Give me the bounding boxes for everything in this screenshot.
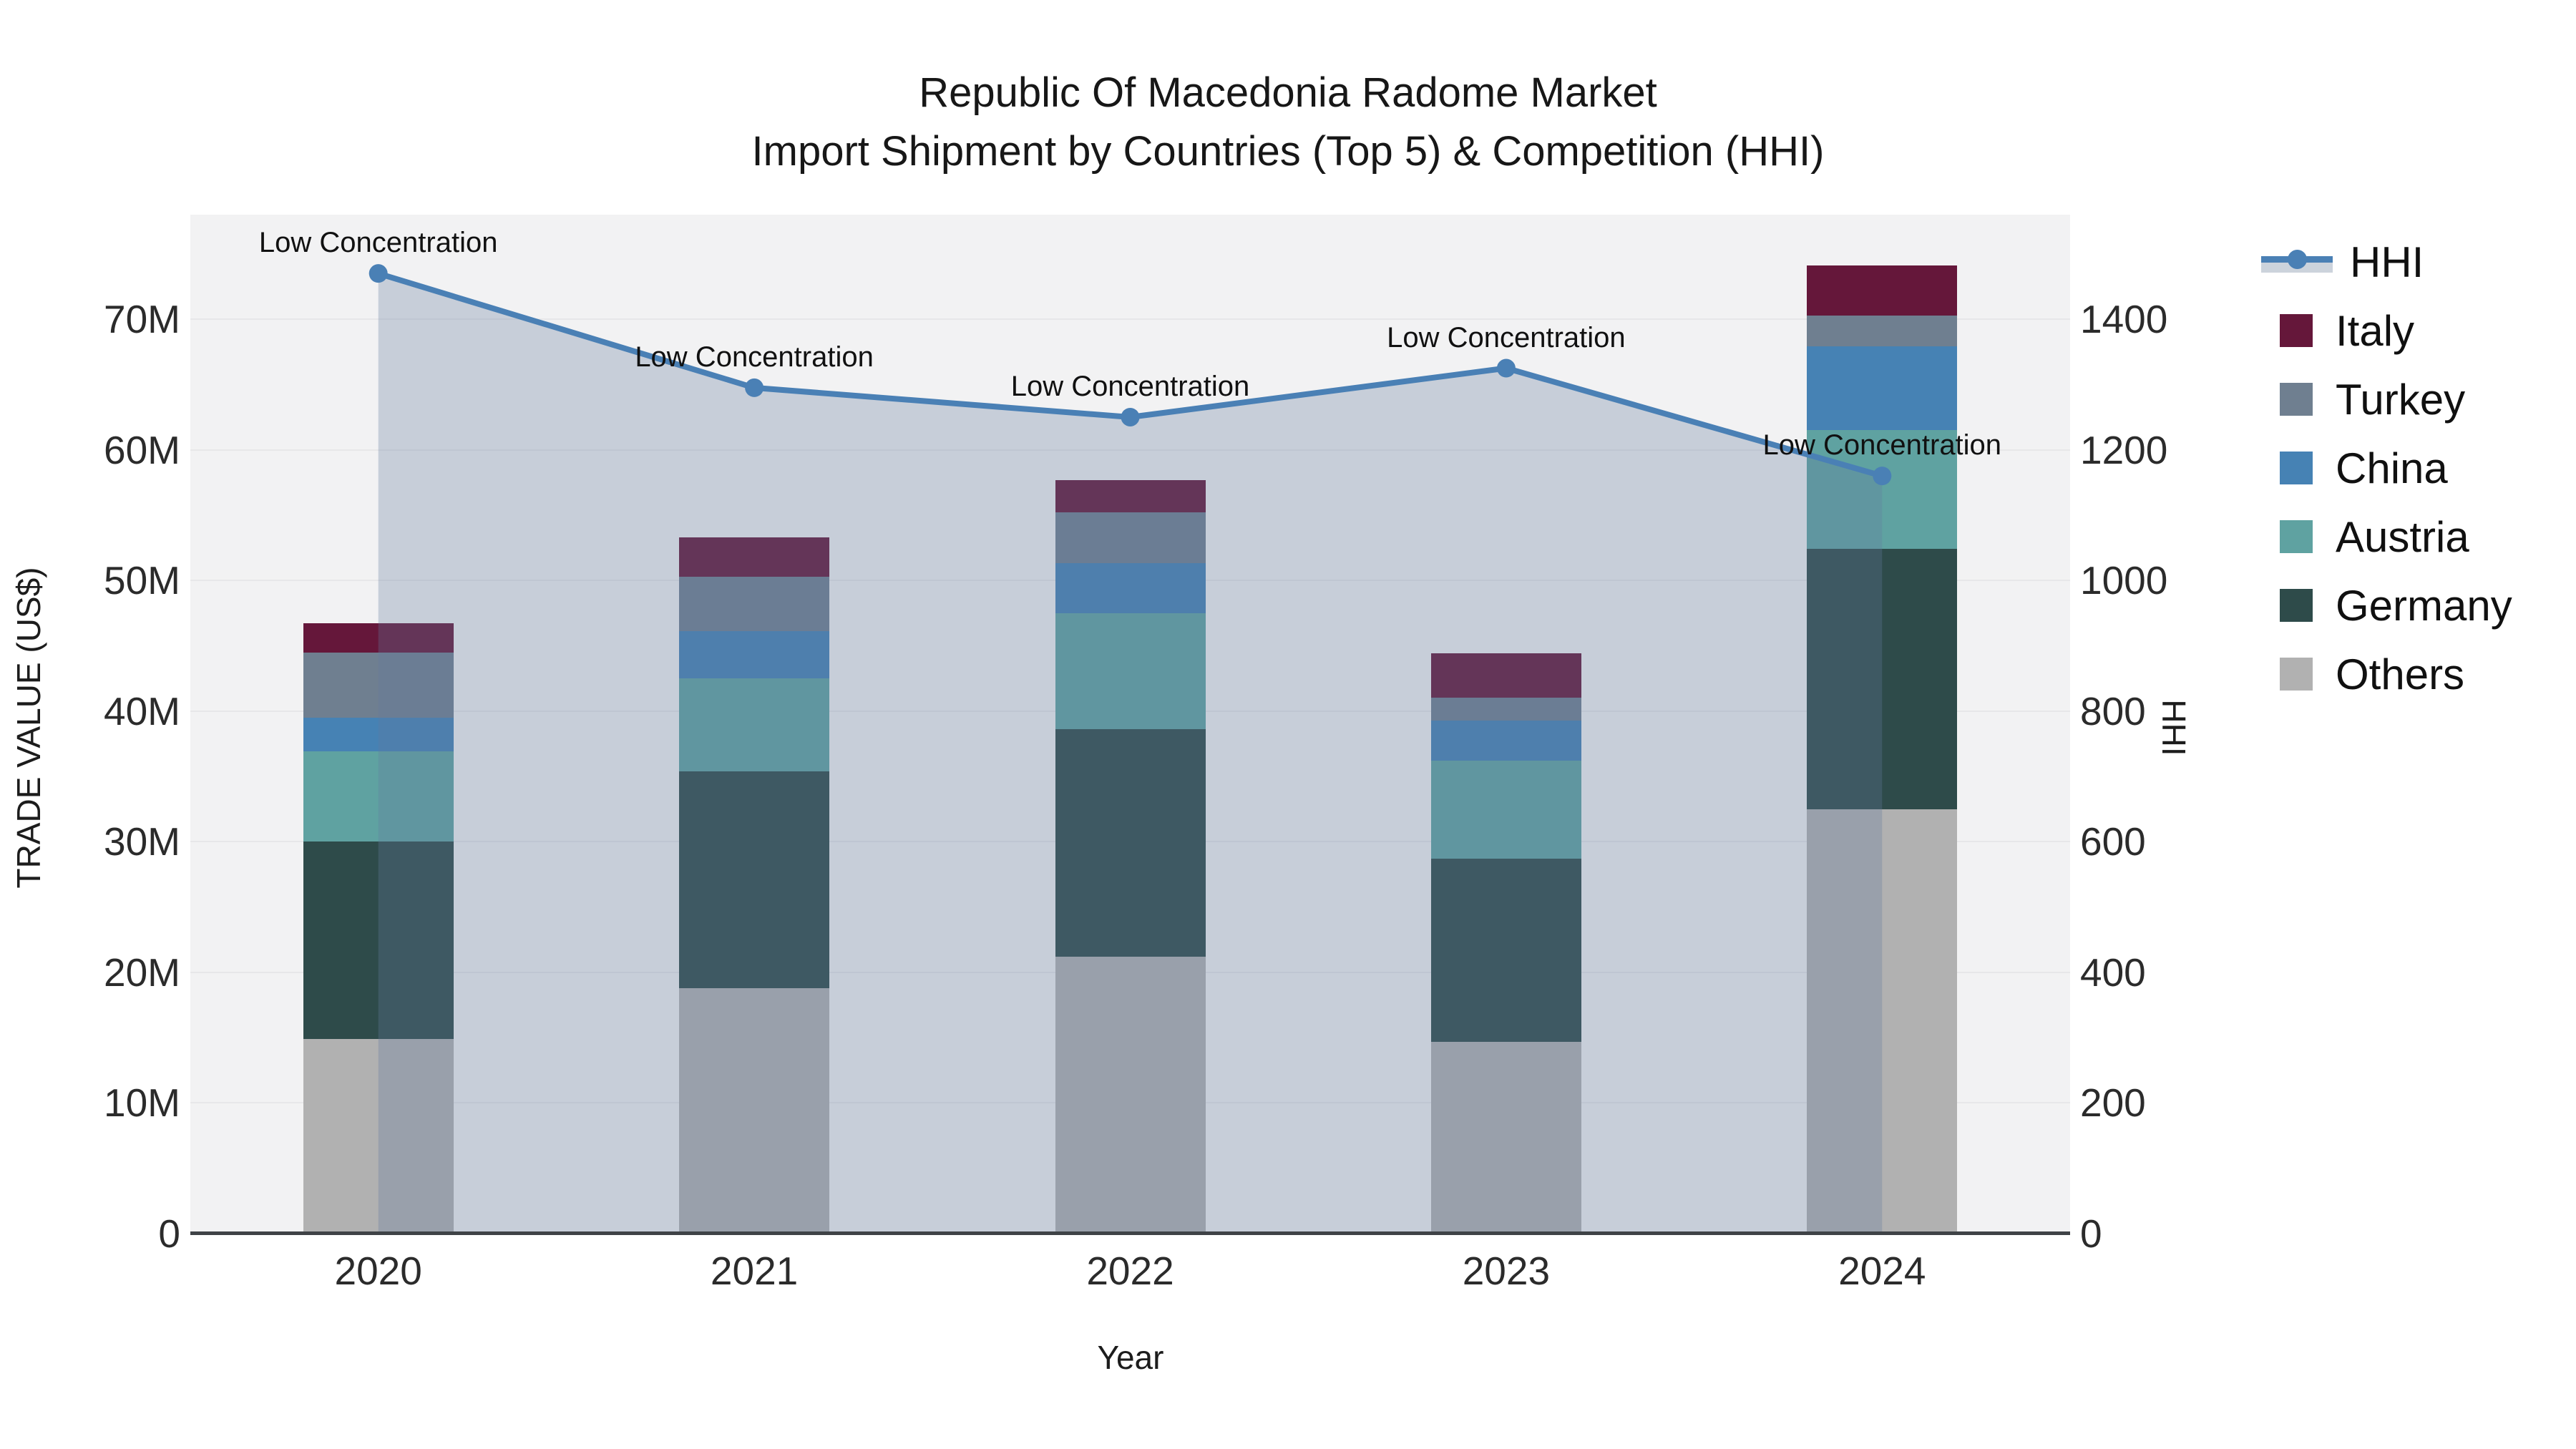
hhi-line-icon	[2261, 250, 2333, 274]
bar-segment-turkey-2021	[679, 576, 830, 632]
bar-segment-china-2021	[679, 631, 830, 679]
y-tick-left-70M: 70M	[104, 297, 180, 342]
bar-segment-germany-2022	[1055, 729, 1206, 957]
bar-segment-austria-2022	[1055, 613, 1206, 730]
y-tick-right-1400: 1400	[2080, 297, 2168, 342]
bar-segment-others-2022	[1055, 956, 1206, 1234]
bar-segment-china-2022	[1055, 563, 1206, 613]
y-tick-left-60M: 60M	[104, 427, 180, 472]
legend-item-hhi[interactable]: HHI	[2261, 228, 2512, 296]
legend-item-turkey[interactable]: Turkey	[2261, 365, 2512, 434]
bar-segment-china-2020	[303, 717, 454, 752]
legend-label-italy: Italy	[2336, 306, 2415, 355]
bar-segment-austria-2021	[679, 678, 830, 771]
gridline-60M	[190, 449, 2070, 451]
bar-segment-austria-2020	[303, 751, 454, 842]
bar-segment-italy-2021	[679, 537, 830, 577]
hhi-marker-2024	[1873, 467, 1892, 486]
x-axis-title: Year	[1097, 1339, 1164, 1376]
legend-item-germany[interactable]: Germany	[2261, 571, 2512, 640]
y-tick-left-10M: 10M	[104, 1080, 180, 1126]
bar-segment-china-2024	[1807, 346, 1958, 431]
bar-segment-germany-2024	[1807, 549, 1958, 809]
x-tick-2023: 2023	[1462, 1249, 1551, 1293]
hhi-marker-2021	[745, 378, 764, 397]
annotation-2021: Low Concentration	[635, 341, 874, 373]
bar-segment-others-2023	[1430, 1041, 1581, 1234]
bar-segment-germany-2020	[303, 841, 454, 1039]
x-tick-2020: 2020	[334, 1249, 422, 1293]
legend-label-hhi: HHI	[2350, 238, 2424, 286]
legend-swatch-china	[2280, 452, 2313, 484]
legend: HHI Italy Turkey China Austria Germany Others	[2261, 228, 2512, 708]
annotation-2020: Low Concentration	[258, 227, 498, 259]
bar-segment-turkey-2022	[1055, 512, 1206, 564]
hhi-marker-icon	[2288, 250, 2307, 269]
bar-segment-italy-2022	[1055, 479, 1206, 513]
chart-title: Republic Of Macedonia Radome Market	[919, 69, 1657, 116]
y-tick-left-40M: 40M	[104, 688, 180, 733]
legend-label-china: China	[2336, 444, 2448, 492]
legend-item-china[interactable]: China	[2261, 434, 2512, 502]
y-tick-right-600: 600	[2080, 819, 2146, 864]
legend-item-italy[interactable]: Italy	[2261, 296, 2512, 365]
x-tick-2022: 2022	[1086, 1249, 1174, 1293]
bar-segment-turkey-2024	[1807, 315, 1958, 347]
annotation-2022: Low Concentration	[1010, 370, 1250, 402]
y-tick-right-200: 200	[2080, 1080, 2146, 1126]
x-tick-2024: 2024	[1838, 1249, 1926, 1293]
chart-subtitle: Import Shipment by Countries (Top 5) & C…	[751, 128, 1825, 175]
bar-segment-italy-2024	[1807, 265, 1958, 316]
y-tick-right-1200: 1200	[2080, 427, 2168, 472]
legend-label-germany: Germany	[2336, 581, 2512, 630]
bar-segment-austria-2023	[1430, 761, 1581, 859]
y-tick-right-1000: 1000	[2080, 558, 2168, 603]
legend-swatch-italy	[2280, 314, 2313, 347]
x-axis-line	[190, 1231, 2070, 1235]
y-tick-left-0: 0	[158, 1211, 180, 1256]
y-tick-left-30M: 30M	[104, 819, 180, 864]
y-tick-left-20M: 20M	[104, 950, 180, 995]
bar-segment-china-2023	[1430, 720, 1581, 761]
bar-segment-turkey-2023	[1430, 698, 1581, 721]
legend-label-austria: Austria	[2336, 512, 2469, 561]
legend-item-others[interactable]: Others	[2261, 640, 2512, 708]
legend-swatch-germany	[2280, 589, 2313, 622]
legend-item-austria[interactable]: Austria	[2261, 502, 2512, 571]
y-tick-right-400: 400	[2080, 950, 2146, 995]
annotation-2023: Low Concentration	[1387, 321, 1626, 353]
bar-segment-italy-2020	[303, 623, 454, 653]
plot-area: Low Concentration Low Concentration Low Co…	[190, 215, 2070, 1235]
y-tick-right-0: 0	[2080, 1211, 2102, 1256]
legend-label-others: Others	[2336, 650, 2465, 698]
x-tick-2021: 2021	[710, 1249, 799, 1293]
legend-swatch-others	[2280, 658, 2313, 691]
y-tick-right-800: 800	[2080, 688, 2146, 733]
hhi-marker-2022	[1121, 407, 1140, 426]
hhi-area-fill	[378, 273, 1883, 1234]
legend-label-turkey: Turkey	[2336, 375, 2466, 424]
bar-segment-others-2021	[679, 987, 830, 1234]
bar-segment-germany-2023	[1430, 859, 1581, 1042]
hhi-line-layer	[369, 264, 1892, 1234]
y-tick-left-50M: 50M	[104, 558, 180, 603]
bar-segment-others-2020	[303, 1038, 454, 1234]
bar-segment-germany-2021	[679, 771, 830, 988]
hhi-marker-2020	[369, 264, 388, 283]
hhi-marker-2023	[1496, 358, 1516, 378]
bar-segment-italy-2023	[1430, 653, 1581, 698]
gridline-70M	[190, 318, 2070, 321]
bar-segment-austria-2024	[1807, 430, 1958, 550]
bar-segment-turkey-2020	[303, 652, 454, 718]
annotation-2024: Low Concentration	[1762, 429, 2002, 462]
bar-segment-others-2024	[1807, 809, 1958, 1234]
legend-swatch-austria	[2280, 520, 2313, 553]
legend-swatch-turkey	[2280, 383, 2313, 416]
